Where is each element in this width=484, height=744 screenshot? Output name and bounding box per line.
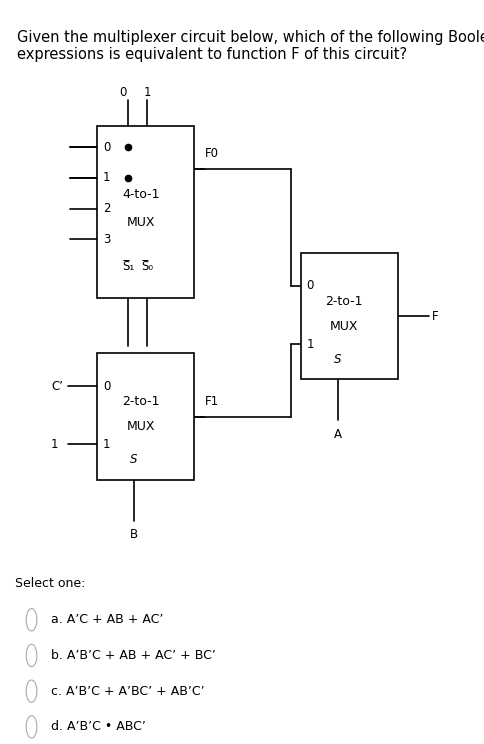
- Bar: [97, 126, 194, 298]
- Text: 4-to-1: 4-to-1: [121, 188, 159, 202]
- Text: 1: 1: [51, 438, 58, 451]
- Text: MUX: MUX: [126, 420, 154, 433]
- Text: B: B: [130, 528, 137, 541]
- Text: 0: 0: [119, 86, 127, 99]
- Text: S̅₁: S̅₁: [121, 260, 134, 273]
- Text: b. A’B’C + AB + AC’ + BC’: b. A’B’C + AB + AC’ + BC’: [51, 649, 215, 662]
- Text: F: F: [431, 310, 438, 323]
- Bar: [300, 253, 397, 379]
- Text: 0: 0: [103, 379, 110, 393]
- Text: c. A’B’C + A’BC’ + AB’C’: c. A’B’C + A’BC’ + AB’C’: [51, 684, 204, 698]
- Text: S̅₀: S̅₀: [141, 260, 153, 273]
- Text: 2: 2: [103, 202, 110, 215]
- Text: F0: F0: [204, 147, 218, 160]
- Text: C’: C’: [51, 379, 63, 393]
- Text: d. A’B’C • ABC’: d. A’B’C • ABC’: [51, 720, 146, 734]
- Text: MUX: MUX: [330, 320, 358, 333]
- Text: Select one:: Select one:: [15, 577, 85, 589]
- Text: MUX: MUX: [126, 216, 154, 229]
- Text: A: A: [333, 428, 341, 440]
- Text: 1: 1: [103, 171, 110, 185]
- Text: 1: 1: [103, 438, 110, 451]
- Text: 0: 0: [103, 141, 110, 153]
- Text: 1: 1: [306, 338, 313, 350]
- Text: 0: 0: [306, 279, 313, 292]
- Text: B: B: [124, 356, 132, 368]
- Text: 2-to-1: 2-to-1: [325, 295, 363, 307]
- Text: F1: F1: [204, 395, 218, 408]
- Text: S: S: [333, 353, 341, 366]
- Bar: [97, 353, 194, 480]
- Text: Given the multiplexer circuit below, which of the following Boolean
expressions : Given the multiplexer circuit below, whi…: [17, 30, 484, 62]
- Text: 3: 3: [103, 233, 110, 246]
- Text: 2-to-1: 2-to-1: [121, 395, 159, 408]
- Text: 1: 1: [143, 86, 151, 99]
- Text: C: C: [143, 356, 151, 368]
- Text: S: S: [130, 453, 137, 466]
- Text: a. A’C + AB + AC’: a. A’C + AB + AC’: [51, 613, 163, 626]
